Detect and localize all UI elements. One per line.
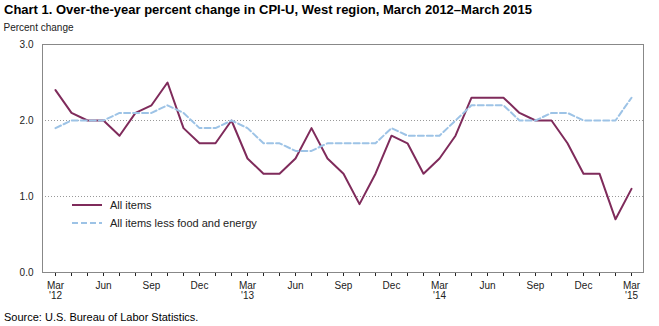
svg-text:1.0: 1.0 (20, 191, 34, 202)
svg-text:0.0: 0.0 (20, 267, 34, 278)
svg-text:Dec: Dec (575, 280, 593, 291)
svg-text:Jun: Jun (287, 280, 303, 291)
svg-text:Percent change: Percent change (4, 22, 74, 33)
svg-text:Dec: Dec (383, 280, 401, 291)
svg-text:Jun: Jun (479, 280, 495, 291)
html-text:Chart 1. Over-the-year percent: Chart 1. Over-the-year percent change in… (4, 2, 532, 17)
svg-text:Sep: Sep (143, 280, 161, 291)
html-text:Source: U.S. Bureau of Labor S: Source: U.S. Bureau of Labor Statistics. (4, 311, 199, 323)
svg-text:Dec: Dec (191, 280, 209, 291)
svg-text:3.0: 3.0 (20, 39, 34, 50)
svg-text:Jun: Jun (95, 280, 111, 291)
svg-text:Mar'15: Mar'15 (623, 280, 641, 301)
svg-text:Sep: Sep (527, 280, 545, 291)
svg-text:Sep: Sep (335, 280, 353, 291)
html-text:All items: All items (110, 199, 152, 211)
svg-text:2.0: 2.0 (20, 115, 34, 126)
svg-text:Mar'13: Mar'13 (239, 280, 257, 301)
svg-text:Mar'14: Mar'14 (431, 280, 449, 301)
svg-text:Mar'12: Mar'12 (47, 280, 65, 301)
html-text:All items less food and energy: All items less food and energy (110, 217, 257, 229)
